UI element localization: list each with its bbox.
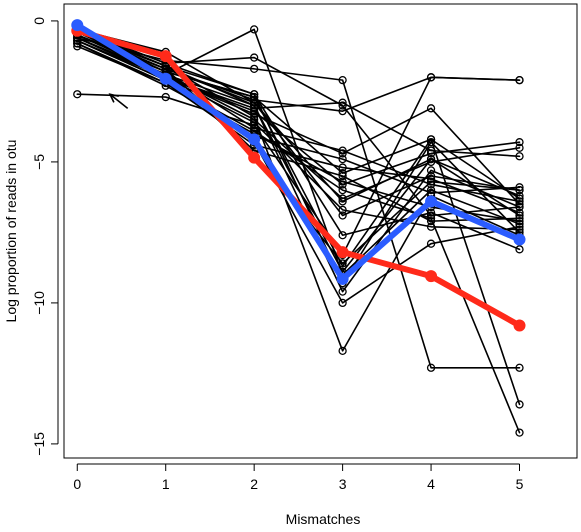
data-point [73,90,82,99]
series-line [76,34,521,265]
series-line [76,28,521,217]
x-tick-label: 0 [73,476,81,492]
y-tick-label: −5 [31,154,47,170]
data-point [515,202,524,212]
axes-layer: 0 1 2 3 4 5 0 −5 −10 −15 [31,17,524,492]
plot-frame [63,3,578,459]
data-point [515,245,524,254]
data-point [336,246,349,259]
series-line [76,28,521,217]
data-point [161,92,170,102]
data-point [250,98,259,107]
arrow-annotation [108,93,129,109]
data-point [159,50,172,63]
x-tick-label: 3 [339,476,347,492]
data-point [248,151,261,164]
data-point [515,191,524,200]
data-point [515,363,524,372]
arrow-shaft [109,93,129,109]
data-point [515,185,524,195]
data-point [71,19,84,32]
data-point [426,104,436,113]
data-point [425,195,438,208]
series-line [76,39,521,304]
y-tick-label: −10 [31,291,47,315]
series-line [76,76,521,256]
blue-series [71,19,526,285]
data-point [426,214,436,223]
data-point [338,211,347,220]
data-point [426,208,436,217]
annotation-layer [108,93,129,109]
data-point [338,169,347,178]
data-point [338,185,347,195]
data-point [426,135,436,144]
black-series [73,28,524,254]
data-point [250,53,259,62]
data-point [426,185,436,195]
data-point [515,138,524,147]
data-point [250,64,259,74]
series-line [76,31,521,112]
black-series [73,39,524,437]
data-point [338,98,347,107]
data-point [426,146,436,155]
data-point [515,152,524,161]
data-point [161,61,170,71]
x-tick-label: 1 [162,476,170,492]
data-point [338,346,347,355]
arrow-head [108,93,119,103]
data-point [338,107,347,116]
x-tick-label: 2 [250,476,258,492]
data-point [248,133,261,146]
data-point [515,222,524,231]
data-point [338,231,347,240]
data-point [426,363,436,372]
data-point [250,112,259,121]
data-point [338,75,347,85]
data-point [250,90,259,99]
data-point [426,239,436,248]
x-axis-title: Mismatches [286,511,361,527]
x-tick-label: 5 [516,476,524,492]
series-line [74,22,523,282]
data-point [515,75,524,85]
data-point [425,270,438,283]
data-point [426,177,436,186]
data-point [515,211,524,220]
data-point [338,287,347,296]
data-point [250,25,259,34]
series-line [76,42,521,434]
y-axis-title: Log proportion of reads in otu [3,140,19,323]
y-tick-label: −15 [31,432,47,456]
series-line [76,31,521,251]
series-layer [71,19,526,437]
data-point [338,177,347,186]
data-point [515,428,524,437]
data-point [250,104,259,113]
data-point [338,154,347,164]
x-tick-label: 4 [427,476,435,492]
data-point [515,400,524,409]
y-tick-label: 0 [31,17,47,25]
data-point [426,154,436,164]
data-point [338,259,347,268]
black-series [73,73,524,260]
data-point [338,197,347,206]
data-point [250,121,259,130]
data-point [426,166,436,175]
data-point [513,233,526,246]
series-line [76,37,521,369]
data-point [338,298,347,308]
data-point [338,205,347,215]
data-point [336,272,349,285]
data-point [338,149,347,158]
data-point [515,143,524,152]
data-point [159,72,172,85]
data-point [338,163,347,172]
data-point [513,319,526,332]
data-point [426,73,436,82]
